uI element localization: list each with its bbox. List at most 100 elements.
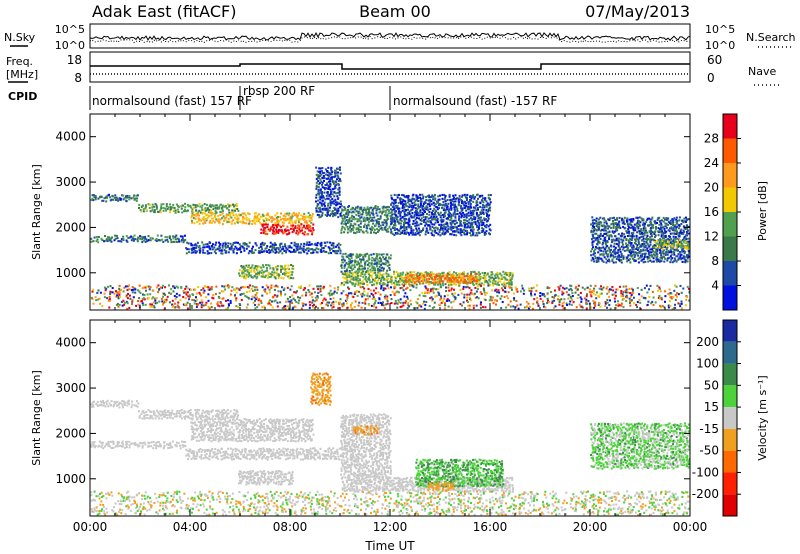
heatmap-cell	[373, 228, 376, 231]
heatmap-cell	[480, 212, 482, 215]
heatmap-cell	[356, 294, 359, 297]
heatmap-cell	[422, 195, 425, 198]
heatmap-cell	[401, 216, 404, 219]
heatmap-cell	[280, 242, 283, 245]
heatmap-cell	[610, 244, 612, 247]
heatmap-cell	[440, 276, 443, 279]
heatmap-cell	[441, 228, 444, 231]
heatmap-cell	[662, 239, 665, 242]
heatmap-cell	[613, 239, 616, 242]
heatmap-cell	[415, 279, 418, 282]
heatmap-cell	[352, 224, 355, 227]
heatmap-cell	[449, 280, 452, 283]
heatmap-cell	[475, 304, 478, 307]
heatmap-cell	[414, 199, 417, 202]
heatmap-cell	[211, 245, 213, 248]
heatmap-cell	[296, 216, 299, 219]
heatmap-cell	[651, 238, 653, 241]
heatmap-cell	[405, 218, 408, 221]
heatmap-cell	[497, 280, 500, 283]
heatmap-cell	[444, 302, 446, 305]
heatmap-cell	[598, 256, 601, 259]
heatmap-cell	[493, 278, 495, 281]
heatmap-cell	[424, 221, 427, 224]
heatmap-cell	[664, 236, 667, 239]
heatmap-cell	[426, 291, 429, 294]
heatmap-cell	[195, 209, 197, 212]
heatmap-cell	[599, 216, 602, 219]
heatmap-cell	[611, 259, 614, 262]
heatmap-cell	[646, 218, 649, 221]
heatmap-cell	[644, 249, 647, 252]
heatmap-cell	[323, 179, 325, 182]
heatmap-cell	[153, 209, 156, 212]
heatmap-cell	[122, 290, 125, 293]
heatmap-cell	[608, 219, 611, 222]
heatmap-cell	[359, 226, 362, 229]
heatmap-cell	[263, 250, 266, 253]
heatmap-cell	[363, 287, 366, 290]
heatmap-cell	[472, 200, 475, 203]
heatmap-cell	[123, 197, 126, 200]
heatmap-cell	[454, 292, 457, 295]
heatmap-cell	[202, 246, 205, 249]
heatmap-cell	[162, 303, 164, 306]
heatmap-cell	[600, 249, 603, 252]
heatmap-cell	[306, 241, 309, 244]
heatmap-cell	[204, 243, 207, 246]
heatmap-cell	[198, 202, 201, 205]
heatmap-cell	[371, 256, 374, 259]
heatmap-cell	[640, 235, 643, 238]
heatmap-cell	[248, 212, 251, 215]
heatmap-cell	[603, 217, 605, 220]
heatmap-cell	[408, 305, 411, 308]
heatmap-cell	[483, 206, 486, 209]
heatmap-cell	[343, 215, 346, 218]
heatmap-cell	[466, 229, 469, 232]
heatmap-cell	[465, 216, 468, 219]
heatmap-cell	[341, 217, 344, 220]
heatmap-cell	[460, 292, 463, 295]
heatmap-cell	[352, 296, 355, 299]
heatmap-cell	[210, 214, 213, 217]
heatmap-cell	[311, 231, 314, 234]
heatmap-cell	[611, 222, 614, 225]
heatmap-cell	[295, 212, 298, 215]
heatmap-cell	[381, 212, 384, 215]
heatmap-cell	[495, 273, 498, 276]
heatmap-cell	[641, 238, 644, 241]
heatmap-cell	[417, 224, 420, 227]
heatmap-cell	[319, 208, 322, 211]
heatmap-cell	[352, 216, 355, 219]
heatmap-cell	[687, 237, 690, 240]
heatmap-cell	[268, 291, 271, 294]
heatmap-cell	[400, 222, 402, 225]
heatmap-cell	[391, 216, 394, 219]
heatmap-cell	[212, 294, 215, 297]
heatmap-cell	[347, 292, 350, 295]
heatmap-cell	[479, 275, 482, 278]
heatmap-cell	[508, 274, 510, 277]
heatmap-cell	[665, 226, 668, 229]
heatmap-cell	[363, 219, 366, 222]
heatmap-cell	[248, 241, 251, 244]
heatmap-cell	[666, 244, 669, 247]
heatmap-cell	[632, 228, 635, 231]
heatmap-cell	[667, 217, 670, 220]
heatmap-cell	[637, 226, 640, 229]
heatmap-cell	[321, 302, 323, 305]
heatmap-cell	[399, 225, 402, 228]
heatmap-cell	[264, 221, 267, 224]
heatmap-cell	[150, 305, 153, 308]
heatmap-cell	[452, 276, 455, 279]
heatmap-cell	[359, 273, 362, 276]
heatmap-cell	[185, 247, 188, 250]
heatmap-cell	[319, 174, 321, 177]
heatmap-cell	[403, 232, 406, 235]
heatmap-cell	[426, 213, 428, 216]
heatmap-cell	[208, 252, 211, 255]
heatmap-cell	[358, 290, 361, 293]
heatmap-cell	[501, 278, 504, 281]
heatmap-cell	[433, 301, 436, 304]
heatmap-cell	[615, 242, 618, 245]
